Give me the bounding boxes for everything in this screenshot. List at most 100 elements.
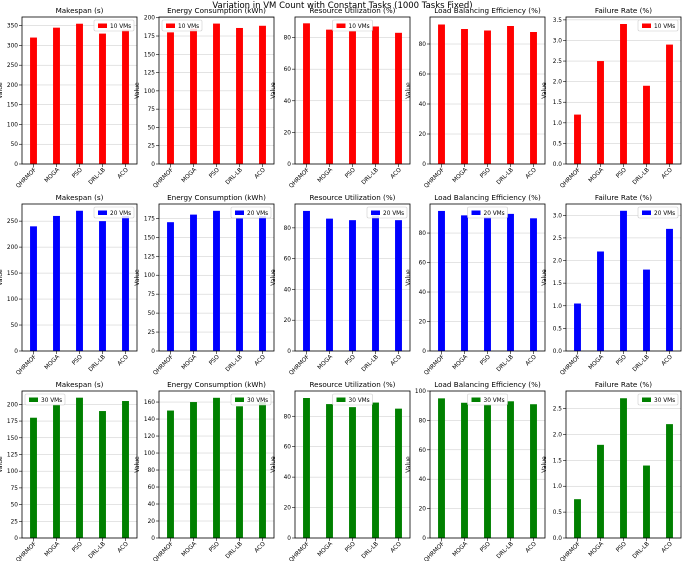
- y-tick-label: 150: [144, 235, 155, 241]
- x-tick-label: ACO: [117, 167, 130, 180]
- legend-swatch: [98, 210, 107, 215]
- x-tick-label: ACO: [254, 167, 267, 180]
- bar-moga: [190, 214, 197, 351]
- legend-box: [467, 393, 508, 406]
- bar-aco: [666, 228, 673, 351]
- axes-frame: [294, 203, 411, 352]
- bar-qhrmof: [574, 303, 581, 351]
- y-tick-label: 150: [7, 271, 18, 277]
- axes-frame: [21, 16, 138, 165]
- bar-moga: [190, 402, 197, 538]
- bar-pso: [76, 23, 83, 164]
- y-tick-label: 100: [144, 89, 155, 95]
- bar-aco: [530, 218, 537, 351]
- y-axis-label: Value: [270, 456, 277, 473]
- bar-qhrmof: [167, 222, 174, 351]
- axes-frame: [21, 203, 138, 352]
- x-tick-label: PSO: [208, 354, 221, 367]
- x-tick-label: PSO: [479, 541, 492, 554]
- subplot-title: Resource Utilization (%): [310, 6, 396, 15]
- y-tick-label: 25: [148, 330, 156, 336]
- x-tick-label: DRL-LB: [88, 167, 107, 186]
- axes-frame: [429, 203, 546, 352]
- x-tick-label: DRL-LB: [225, 167, 244, 186]
- y-tick-label: 20: [419, 507, 427, 513]
- bar-drl-lb: [99, 33, 106, 165]
- y-tick-label: 0.0: [553, 536, 563, 542]
- x-tick-label: DRL-LB: [632, 354, 651, 373]
- subplot-title: Makespan (s): [56, 193, 104, 202]
- y-tick-label: 80: [419, 42, 427, 48]
- y-tick-label: 175: [7, 419, 18, 425]
- legend-label: 30 VMs: [654, 398, 675, 404]
- axes-frame: [565, 203, 682, 352]
- legend-label: 20 VMs: [247, 211, 268, 217]
- bar-aco: [666, 424, 673, 538]
- legend-swatch: [642, 210, 651, 215]
- y-tick-label: 40: [148, 502, 156, 508]
- x-tick-label: PSO: [479, 354, 492, 367]
- legend-label: 10 VMs: [110, 24, 131, 30]
- legend: 20 VMs: [467, 206, 508, 219]
- y-tick-label: 2.5: [553, 236, 563, 242]
- x-tick-label: DRL-LB: [632, 541, 651, 560]
- x-tick-label: MOGA: [452, 541, 469, 558]
- legend-box: [366, 206, 408, 219]
- y-tick-label: 75: [11, 486, 19, 492]
- x-tick-label: QHRMOF: [152, 541, 175, 561]
- legend-swatch: [98, 23, 107, 28]
- x-tick-label: ACO: [525, 167, 538, 180]
- subplot-title: Failure Rate (%): [595, 193, 652, 202]
- subplot-title: Energy Consumption (kWh): [167, 380, 266, 389]
- bar-pso: [620, 24, 627, 164]
- bar-aco: [122, 215, 129, 351]
- subplot-title: Failure Rate (%): [595, 6, 652, 15]
- x-tick-label: PSO: [615, 354, 628, 367]
- bar-moga: [597, 61, 604, 164]
- bar-qhrmof: [574, 114, 581, 164]
- x-tick-label: MOGA: [317, 541, 334, 558]
- y-tick-label: 40: [284, 475, 292, 481]
- y-axis-label: Value: [405, 82, 412, 99]
- y-tick-label: 80: [284, 414, 292, 420]
- bar-qhrmof: [303, 398, 310, 538]
- bar-pso: [620, 210, 627, 351]
- bar-drl-lb: [236, 27, 243, 164]
- bar-moga: [461, 402, 468, 538]
- bar-moga: [326, 29, 333, 165]
- bar-pso: [213, 23, 220, 164]
- bar-aco: [395, 408, 402, 538]
- subplot-9: 0 20 40 60 80 QHRMOF MOGA PSO DRL-LB ACO Load Bala…: [405, 193, 546, 377]
- bar-moga: [53, 27, 60, 164]
- x-tick-label: QHRMOF: [559, 541, 582, 561]
- bar-drl-lb: [507, 401, 514, 538]
- axes-frame: [565, 390, 682, 539]
- y-axis-label: Value: [270, 82, 277, 99]
- y-tick-label: 0.0: [553, 162, 563, 168]
- subplot-title: Energy Consumption (kWh): [167, 6, 266, 15]
- y-tick-label: 3.0: [553, 38, 563, 44]
- bar-moga: [326, 218, 333, 351]
- legend-swatch: [166, 23, 175, 28]
- x-tick-label: MOGA: [44, 167, 61, 184]
- bar-qhrmof: [30, 417, 37, 538]
- x-tick-label: QHRMOF: [423, 541, 446, 561]
- legend: 10 VMs: [93, 19, 135, 32]
- y-tick-label: 20: [148, 519, 156, 525]
- y-tick-label: 150: [7, 103, 18, 109]
- legend-swatch: [29, 397, 38, 402]
- y-tick-label: 175: [144, 216, 155, 222]
- x-tick-label: ACO: [390, 354, 403, 367]
- bar-pso: [620, 398, 627, 538]
- bar-qhrmof: [438, 24, 445, 164]
- x-tick-label: QHRMOF: [152, 167, 175, 190]
- y-tick-label: 100: [144, 451, 155, 457]
- y-tick-label: 1.0: [553, 121, 563, 127]
- subplot-4: 0 20 40 60 80 QHRMOF MOGA PSO DRL-LB ACO Load Bala…: [405, 6, 546, 190]
- y-tick-label: 0: [422, 536, 426, 542]
- y-tick-label: 60: [419, 448, 427, 454]
- y-tick-label: 60: [419, 72, 427, 78]
- bar-aco: [122, 29, 129, 165]
- x-tick-label: ACO: [117, 541, 130, 554]
